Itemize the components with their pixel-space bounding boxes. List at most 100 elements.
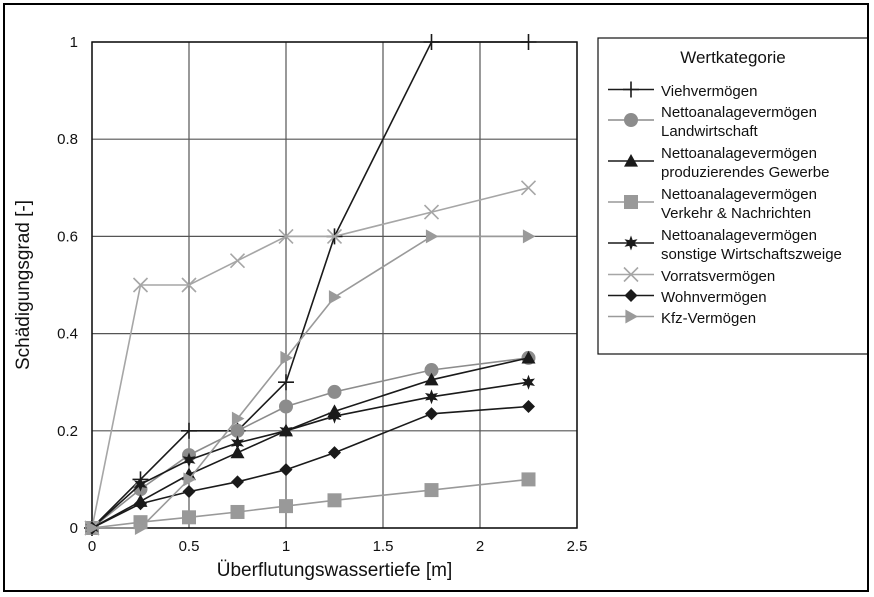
series-4-line	[91, 478, 529, 529]
series-6-point	[229, 253, 246, 269]
legend-label: Landwirtschaft	[661, 123, 759, 140]
legend-swatch-marker	[624, 113, 638, 127]
legend-swatch-marker	[624, 154, 638, 167]
legend-swatch-marker	[625, 309, 638, 324]
legend-swatch-marker	[624, 195, 638, 209]
damage-curve-chart: 0 0.5 1 1.5 2 2.5 0 0.2 0.4 0.6 0.8 1 Überflutungs…	[13, 34, 867, 581]
x-tick-label: 1	[282, 538, 290, 555]
series-6-point	[326, 228, 343, 244]
legend-items: Viehvermögen Nettoanalagevermögen Landwirt…	[608, 81, 842, 327]
y-tick-label: 0.4	[57, 326, 78, 343]
legend-swatch-marker	[624, 289, 638, 302]
series-8-point	[425, 229, 439, 244]
legend-label: Wohnvermögen	[661, 289, 767, 306]
series-7-point	[522, 400, 535, 413]
series-6-line	[91, 187, 529, 529]
legend-entry-4: Nettoanalagevermögen Verkehr & Nachrichte…	[608, 186, 817, 222]
series-8-point	[231, 411, 245, 426]
series-8-line	[92, 235, 529, 529]
series-7-point	[279, 463, 293, 477]
series-8-point	[328, 290, 342, 305]
series-5-point	[522, 374, 535, 390]
series-2-point	[230, 423, 245, 438]
series-5-point	[425, 389, 438, 405]
legend-swatch-marker	[624, 235, 638, 251]
series-8-point	[134, 521, 148, 535]
series-8-point	[183, 472, 196, 487]
legend-entry-3: Nettoanalagevermögen produzierendes Gewer…	[608, 145, 829, 181]
series-7	[85, 400, 535, 535]
series-7-point	[231, 475, 244, 489]
legend-label: Nettoanalagevermögen	[661, 145, 817, 162]
series-8-point	[280, 350, 293, 365]
legend-swatch-marker	[623, 266, 639, 283]
series-3	[85, 350, 536, 534]
series-5-point	[279, 423, 293, 439]
legend-entry-6: Vorratsvermögen	[608, 266, 775, 285]
x-tick-labels: 0 0.5 1 1.5 2 2.5	[88, 538, 588, 555]
series-2	[85, 350, 536, 535]
series-2-point	[424, 363, 439, 378]
series-layer	[84, 34, 537, 536]
legend-swatch-marker	[623, 81, 639, 98]
series-4-point	[279, 499, 293, 514]
series-8-point	[522, 229, 536, 244]
series-1-line	[91, 41, 529, 529]
series-5-point	[231, 435, 244, 451]
series-5-point	[182, 452, 196, 468]
series-7-point	[425, 407, 438, 421]
legend-label: Nettoanalagevermögen	[661, 227, 817, 244]
plot-area-border	[91, 41, 578, 529]
series-8-point	[86, 521, 99, 535]
series-5-point	[134, 476, 147, 492]
legend-label: Nettoanalagevermögen	[661, 186, 817, 203]
legend-box	[597, 37, 867, 355]
figure-frame: 0 0.5 1 1.5 2 2.5 0 0.2 0.4 0.6 0.8 1 Überflutungs…	[3, 3, 869, 592]
y-tick-label: 0.2	[57, 423, 78, 440]
series-7-line	[91, 405, 529, 529]
series-5-line	[91, 381, 529, 529]
series-4-point	[327, 493, 342, 508]
legend-entry-2: Nettoanalagevermögen Landwirtschaft	[608, 104, 817, 140]
series-2-line	[91, 357, 529, 529]
series-1-point	[520, 34, 537, 50]
legend-label: Nettoanalagevermögen	[661, 104, 817, 121]
series-6-point	[132, 277, 149, 293]
y-tick-labels: 0 0.2 0.4 0.6 0.8 1	[57, 34, 78, 537]
x-tick-label: 1.5	[373, 538, 394, 555]
series-1-point	[181, 422, 197, 439]
series-1-point	[423, 34, 440, 50]
series-6-point	[278, 228, 294, 244]
x-tick-label: 0.5	[179, 538, 200, 555]
y-axis-label: Schädigungsgrad [-]	[13, 200, 34, 370]
series-2-point	[279, 399, 293, 414]
series-8	[86, 229, 536, 535]
y-tick-label: 0.6	[57, 228, 78, 245]
series-7-point	[328, 446, 341, 460]
x-tick-label: 2.5	[567, 538, 588, 555]
legend-label: produzierendes Gewerbe	[661, 164, 829, 181]
series-4	[85, 472, 536, 535]
legend-title: Wertkategorie	[680, 48, 786, 67]
series-1-point	[278, 374, 294, 391]
x-axis-label: Überflutungswassertiefe [m]	[217, 560, 453, 581]
legend-label: Vorratsvermögen	[661, 268, 775, 285]
series-4-point	[521, 472, 536, 487]
legend-label: Kfz-Vermögen	[661, 310, 756, 327]
legend-entry-7: Wohnvermögen	[608, 289, 767, 306]
y-tick-label: 1	[70, 34, 78, 51]
series-4-point	[424, 483, 439, 498]
y-tick-label: 0.8	[57, 131, 78, 148]
legend-entry-8: Kfz-Vermögen	[608, 309, 756, 327]
series-2-point	[327, 384, 342, 399]
series-4-point	[230, 504, 245, 519]
y-tick-label: 0	[70, 520, 78, 537]
x-tick-label: 0	[88, 538, 96, 555]
series-6-point	[423, 204, 440, 220]
legend: Wertkategorie Viehvermögen Nettoanalageve…	[597, 37, 867, 355]
legend-entry-1: Viehvermögen	[608, 81, 757, 100]
series-7-point	[182, 485, 196, 499]
legend-entry-5: Nettoanalagevermögen sonstige Wirtschafts…	[608, 227, 842, 263]
series-3-point	[521, 350, 536, 364]
legend-label: sonstige Wirtschaftszweige	[661, 246, 842, 263]
